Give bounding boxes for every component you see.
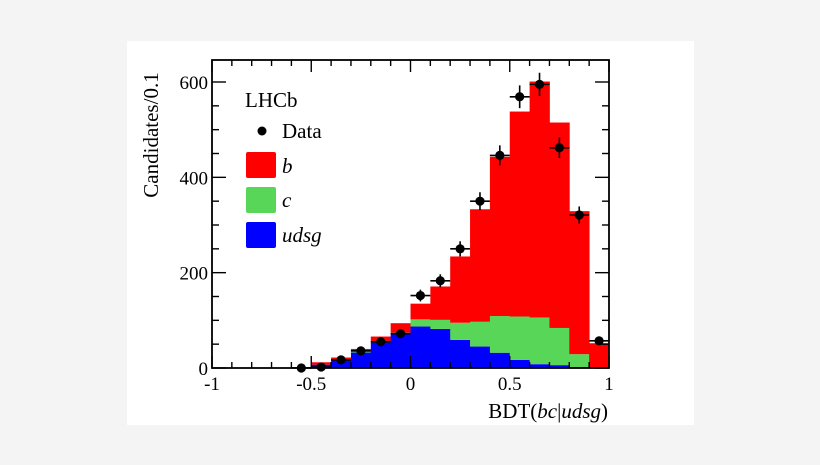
legend-label-udsg: udsg: [282, 223, 322, 247]
legend-item-b: b: [246, 152, 293, 178]
c-bar: [410, 319, 431, 327]
udsg-bar: [489, 352, 511, 368]
stacked-bars: [212, 81, 610, 369]
data-point: [450, 241, 471, 257]
data-point: [390, 329, 411, 339]
y-tick-label: 600: [180, 73, 209, 94]
udsg-bar: [549, 365, 570, 368]
b-bar: [450, 256, 471, 323]
data-point: [350, 346, 371, 356]
c-bar: [470, 321, 491, 347]
y-tick-label: 0: [199, 359, 209, 380]
x-tick-label: 0.5: [498, 374, 522, 395]
b-bar: [410, 303, 431, 320]
c-bar: [569, 354, 590, 368]
x-tick-label: -1: [204, 374, 220, 395]
c-bar: [430, 319, 451, 329]
y-axis-title: Candidates/0.1: [139, 72, 163, 197]
data-point: [509, 85, 530, 109]
b-bar: [430, 286, 451, 320]
legend-item-c: c: [246, 187, 292, 213]
c-bar: [450, 322, 471, 340]
udsg-swatch-icon: [246, 222, 276, 248]
histogram-chart: -1 -0.5 0 0.5 1 0 200 400 600 Candidates/0.1 BDT…: [139, 59, 614, 423]
c-bar: [529, 317, 550, 365]
b-bar: [390, 323, 411, 333]
legend-label-c: c: [282, 188, 292, 212]
data-point: [549, 137, 570, 159]
y-tick-label: 200: [180, 264, 209, 285]
b-bar: [589, 343, 610, 368]
udsg-bar: [350, 352, 372, 368]
c-bar: [489, 316, 511, 353]
udsg-bar: [529, 364, 550, 368]
udsg-bar: [509, 359, 530, 368]
c-bar: [549, 327, 570, 366]
legend: LHCb Data b c udsg: [245, 88, 322, 248]
udsg-bar: [370, 342, 392, 368]
data-point: [589, 336, 609, 346]
data-point: [410, 289, 431, 302]
data-point: [331, 355, 351, 365]
c-bar: [509, 316, 530, 360]
data-point: [430, 274, 451, 288]
x-tick-label: 1: [604, 374, 614, 395]
legend-item-data: Data: [257, 119, 322, 143]
udsg-bar: [390, 333, 411, 368]
udsg-bar: [410, 326, 431, 368]
x-tick-label: 0: [406, 374, 416, 395]
axis-ticks: [211, 60, 610, 369]
b-bar: [470, 209, 491, 322]
udsg-bar: [430, 328, 451, 368]
b-bar: [549, 122, 570, 328]
x-tick-label: -0.5: [296, 374, 326, 395]
data-point: [569, 206, 590, 224]
udsg-bar: [470, 346, 491, 368]
y-tick-label: 400: [180, 168, 209, 189]
b-bar: [529, 81, 550, 318]
legend-item-udsg: udsg: [246, 222, 322, 248]
experiment-label: LHCb: [245, 88, 298, 112]
legend-label-data: Data: [282, 119, 322, 143]
udsg-bar: [450, 339, 471, 368]
axis-tick-labels: -1 -0.5 0 0.5 1 0 200 400 600: [180, 73, 614, 395]
legend-label-b: b: [282, 154, 293, 178]
b-bar: [509, 111, 530, 317]
data-marker-icon: [257, 126, 267, 136]
data-point: [489, 145, 510, 166]
data-point: [529, 72, 550, 97]
b-swatch-icon: [246, 152, 276, 178]
data-point: [370, 337, 391, 347]
c-swatch-icon: [246, 187, 276, 213]
b-bar: [569, 211, 590, 355]
data-point: [470, 192, 490, 211]
x-axis-title: BDT(bc|udsg): [488, 399, 608, 423]
figure-panel: -1 -0.5 0 0.5 1 0 200 400 600 Candidates/0.1 BDT…: [127, 41, 694, 425]
b-bar: [489, 156, 511, 317]
